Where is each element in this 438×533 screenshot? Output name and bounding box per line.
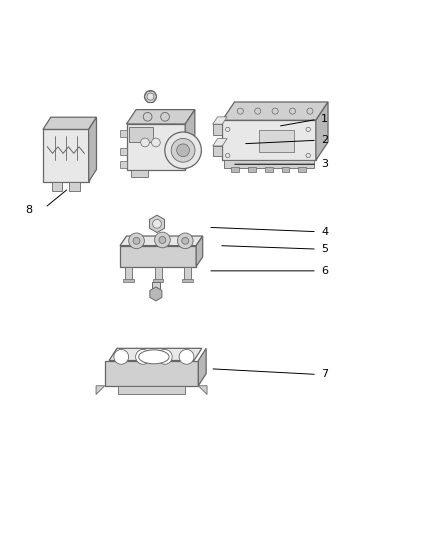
Circle shape [290,108,296,114]
Polygon shape [222,102,328,120]
Text: 5: 5 [321,244,328,254]
Polygon shape [213,139,227,146]
Circle shape [254,108,261,114]
Ellipse shape [139,350,169,364]
Circle shape [145,91,156,103]
Bar [129,127,152,142]
Bar [120,148,127,155]
Polygon shape [185,110,195,169]
Circle shape [143,112,152,121]
Circle shape [129,233,145,249]
Bar [152,282,160,294]
Polygon shape [43,117,96,130]
Circle shape [307,108,313,114]
Polygon shape [222,120,316,160]
Text: 2: 2 [321,135,328,146]
Polygon shape [127,124,185,169]
Bar [120,161,127,168]
Circle shape [179,350,194,364]
Polygon shape [127,110,195,124]
Circle shape [306,154,311,158]
Bar [131,169,148,177]
Bar [120,130,127,137]
Circle shape [152,220,161,228]
Circle shape [306,127,311,132]
Text: 8: 8 [25,205,32,215]
Polygon shape [213,146,222,156]
Circle shape [155,232,170,248]
Circle shape [152,138,160,147]
Bar [231,167,239,173]
Bar [248,167,256,173]
Circle shape [237,108,244,114]
Bar [184,266,191,279]
Circle shape [272,108,278,114]
Bar [69,182,80,191]
Circle shape [177,144,190,157]
Circle shape [165,132,201,168]
Circle shape [161,112,170,121]
Bar [182,279,193,282]
Text: 7: 7 [321,369,328,379]
Polygon shape [88,117,96,182]
Circle shape [159,237,166,244]
Bar [224,160,314,168]
Text: 3: 3 [321,159,328,169]
Circle shape [147,93,154,100]
Polygon shape [196,236,203,266]
Bar [124,279,134,282]
Bar [52,182,62,191]
Bar [298,167,306,173]
Bar [153,279,163,282]
Polygon shape [105,360,198,386]
Polygon shape [198,386,207,394]
Polygon shape [198,349,206,386]
Polygon shape [316,102,328,160]
Polygon shape [120,246,196,266]
Circle shape [226,154,230,158]
Polygon shape [120,236,203,246]
Circle shape [182,237,189,244]
Circle shape [177,233,193,249]
Polygon shape [213,124,222,135]
Text: 4: 4 [321,227,328,237]
Bar [282,167,290,173]
Bar [155,266,162,279]
Bar [125,266,132,279]
Bar [118,386,185,393]
Polygon shape [149,215,165,232]
Polygon shape [109,349,202,360]
Polygon shape [43,130,88,182]
Text: 1: 1 [321,115,328,124]
Circle shape [141,138,149,147]
Text: 6: 6 [321,266,328,276]
Polygon shape [150,287,162,301]
Bar [265,167,272,173]
Polygon shape [213,117,227,124]
Circle shape [114,350,129,364]
Circle shape [157,350,172,364]
Circle shape [133,237,140,244]
Circle shape [136,350,150,364]
Polygon shape [96,386,105,394]
Bar [259,130,294,151]
Circle shape [226,127,230,132]
Circle shape [171,139,195,162]
